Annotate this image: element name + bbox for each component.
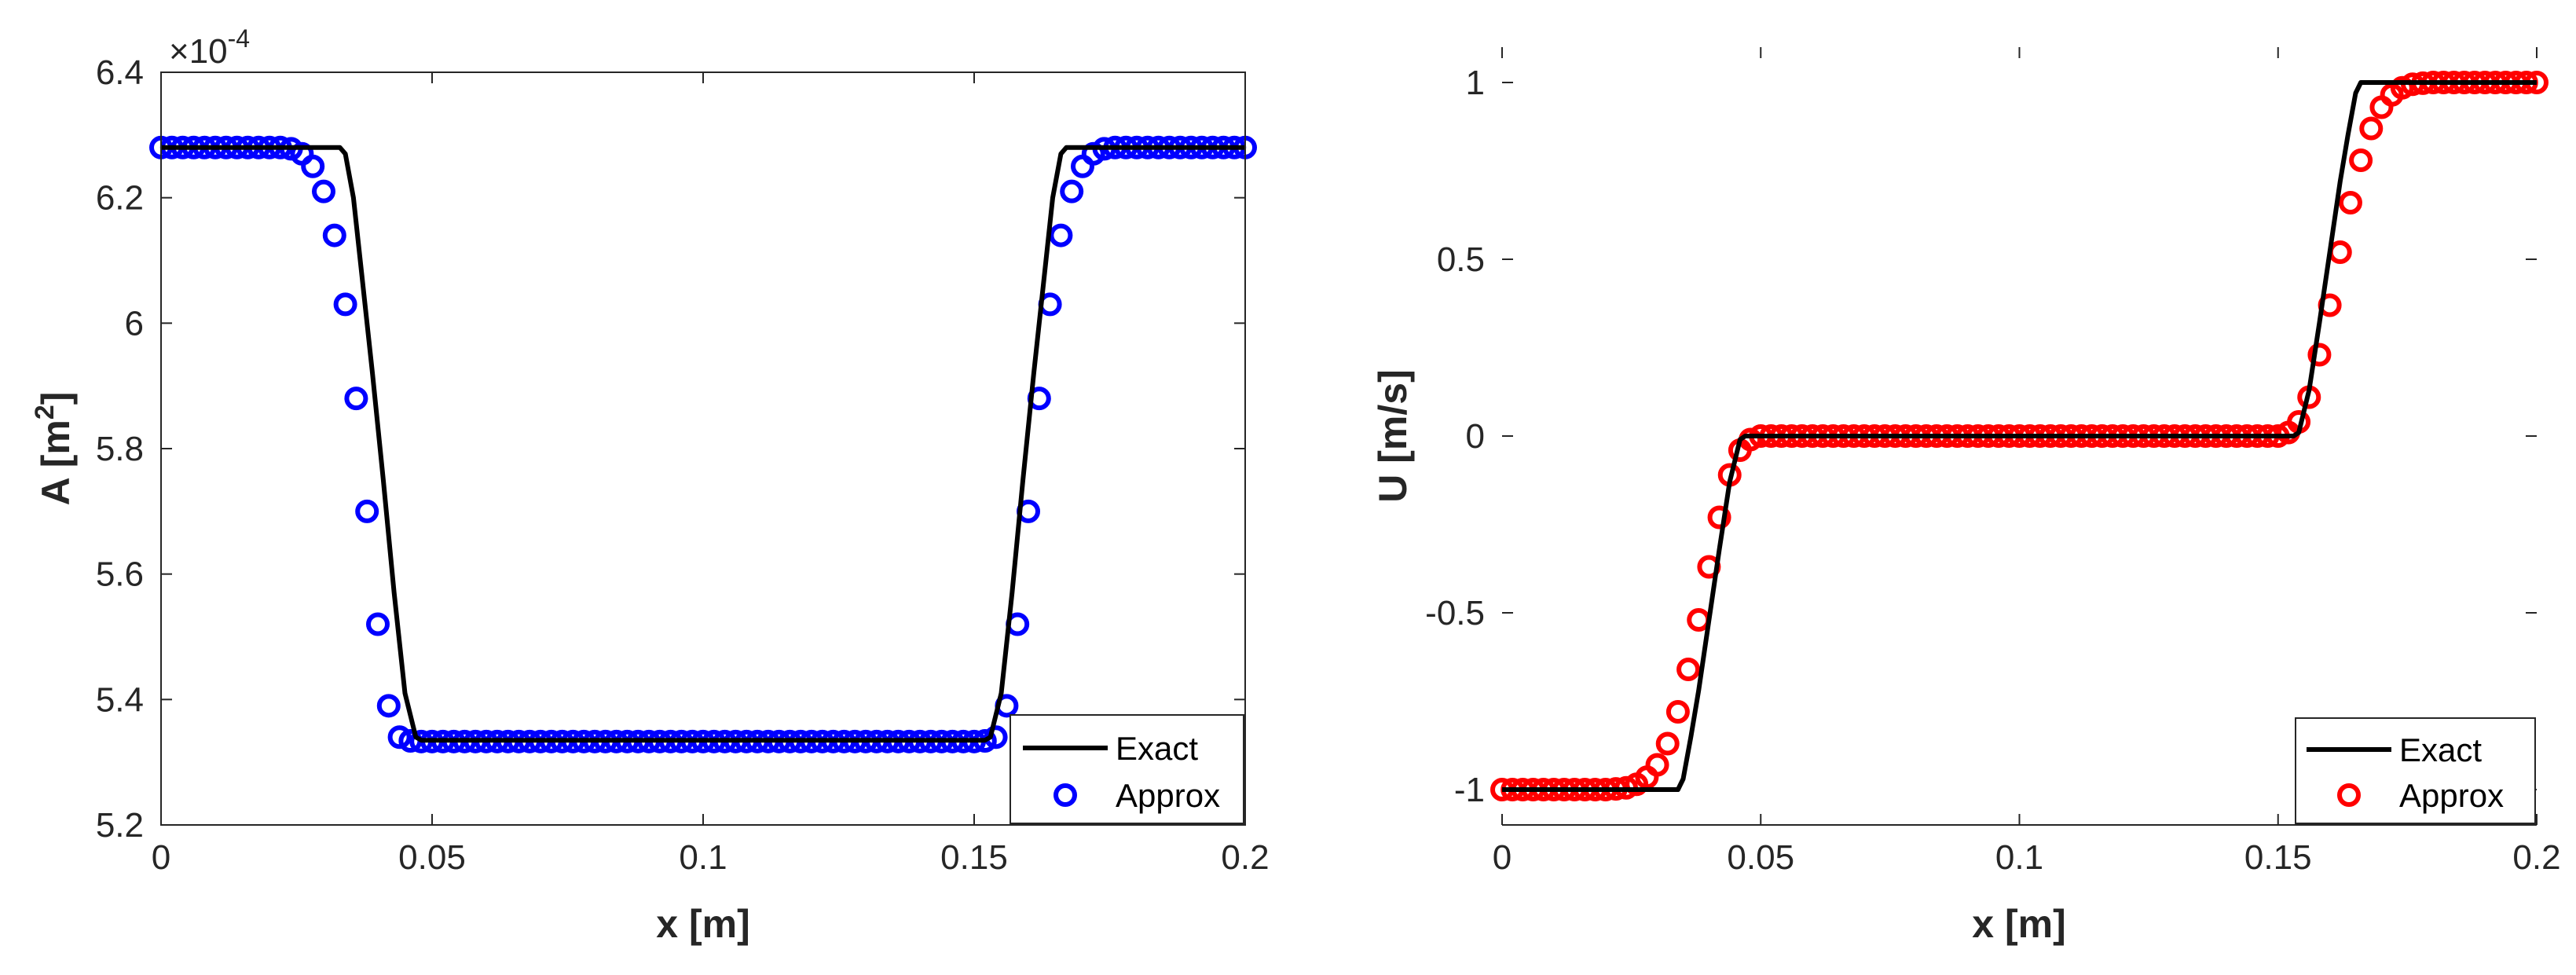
legend: Exact Approx (1010, 714, 1244, 824)
approx-data-point (1645, 753, 1669, 777)
x-axis-label: x [m] (656, 902, 749, 946)
exact-series-line (1502, 80, 2537, 792)
y-tick-label: 1 (1466, 64, 1485, 102)
y-axis-exponent-base: ×10 (169, 32, 228, 71)
x-tick-label: 0 (1493, 838, 1512, 877)
approx-data-point (1676, 658, 1701, 681)
y-tick-label: 0 (1466, 417, 1485, 456)
x-tick-label: 0.2 (2512, 838, 2560, 877)
x-tick-label: 0.15 (940, 838, 1008, 877)
series-layer (149, 135, 1257, 753)
exact-series-line (161, 145, 1245, 743)
approx-data-point (2349, 148, 2373, 172)
legend-approx-marker (2337, 783, 2361, 807)
y-tick-label: -1 (1454, 771, 1485, 809)
approx-data-point (355, 499, 379, 523)
approx-data-point (2390, 75, 2414, 100)
area-chart-panel: 0 0.05 0.1 0.15 0.2 5.2 5.4 5.6 5.8 6 6.2 6.4 ×10-4… (30, 24, 1270, 946)
legend-approx-marker (1053, 783, 1077, 807)
approx-data-point (376, 694, 401, 718)
y-axis-label-text: A [m (34, 420, 78, 505)
legend-exact-label: Exact (1116, 730, 1198, 767)
x-tick-label: 0.1 (1995, 838, 2043, 877)
velocity-chart-panel: 0 0.05 0.1 0.15 0.2 -1 -0.5 0 0.5 1 U [m/s] x [m]… (1371, 47, 2561, 946)
y-axis-exponent: ×10-4 (169, 24, 250, 71)
approx-data-point (1655, 731, 1680, 756)
tick-labels: 0 0.05 0.1 0.15 0.2 -1 -0.5 0 0.5 1 (1425, 64, 2560, 877)
approx-data-point (1665, 700, 1690, 724)
plot-area-background (161, 72, 1245, 825)
x-tick-label: 0 (152, 838, 170, 877)
legend-approx-label: Approx (2399, 777, 2504, 814)
approx-data-point (1060, 179, 1084, 203)
x-tick-label: 0.2 (1221, 838, 1269, 877)
y-tick-label: -0.5 (1425, 594, 1485, 632)
x-axis-label: x [m] (1972, 902, 2065, 946)
legend-exact-label: Exact (2399, 731, 2482, 768)
x-tick-label: 0.1 (679, 838, 727, 877)
approx-data-point (1049, 223, 1073, 247)
y-tick-label: 5.2 (96, 806, 144, 845)
approx-data-point (301, 154, 325, 178)
y-tick-label: 6 (125, 304, 144, 343)
legend: Exact Approx (2295, 717, 2536, 824)
legend-approx-label: Approx (1116, 777, 1220, 814)
approx-data-point (366, 612, 390, 636)
y-axis-label: A [m2] (30, 392, 78, 506)
approx-data-point (2338, 191, 2362, 214)
series-layer (1490, 71, 2549, 801)
x-tick-label: 0.05 (398, 838, 466, 877)
y-axis-label-superscript: 2 (30, 405, 60, 420)
approx-data-point (1707, 505, 1731, 530)
y-tick-label: 5.6 (96, 555, 144, 594)
y-tick-label: 6.2 (96, 179, 144, 218)
legend-box (2295, 717, 2536, 824)
legend-box (1010, 714, 1244, 824)
approx-data-point (333, 292, 357, 317)
y-axis-exponent-power: -4 (228, 24, 250, 53)
approx-data-point (312, 179, 335, 203)
y-axis-label: U [m/s] (1371, 369, 1415, 502)
y-tick-label: 5.8 (96, 430, 144, 468)
y-tick-label: 6.4 (96, 53, 144, 92)
approx-data-point (387, 725, 412, 750)
x-tick-label: 0.05 (1727, 838, 1794, 877)
y-tick-label: 0.5 (1437, 240, 1485, 279)
approx-data-point (344, 387, 368, 411)
approx-data-point (2359, 116, 2384, 141)
tick-labels: 0 0.05 0.1 0.15 0.2 5.2 5.4 5.6 5.8 6 6.2 6.4 (96, 53, 1270, 877)
plot-area-frame (160, 71, 1246, 826)
x-tick-label: 0.15 (2244, 838, 2312, 877)
y-axis-label-close: ] (34, 392, 78, 405)
approx-data-point (322, 223, 346, 247)
approx-data-point (2307, 343, 2332, 367)
y-tick-label: 5.4 (96, 680, 144, 719)
